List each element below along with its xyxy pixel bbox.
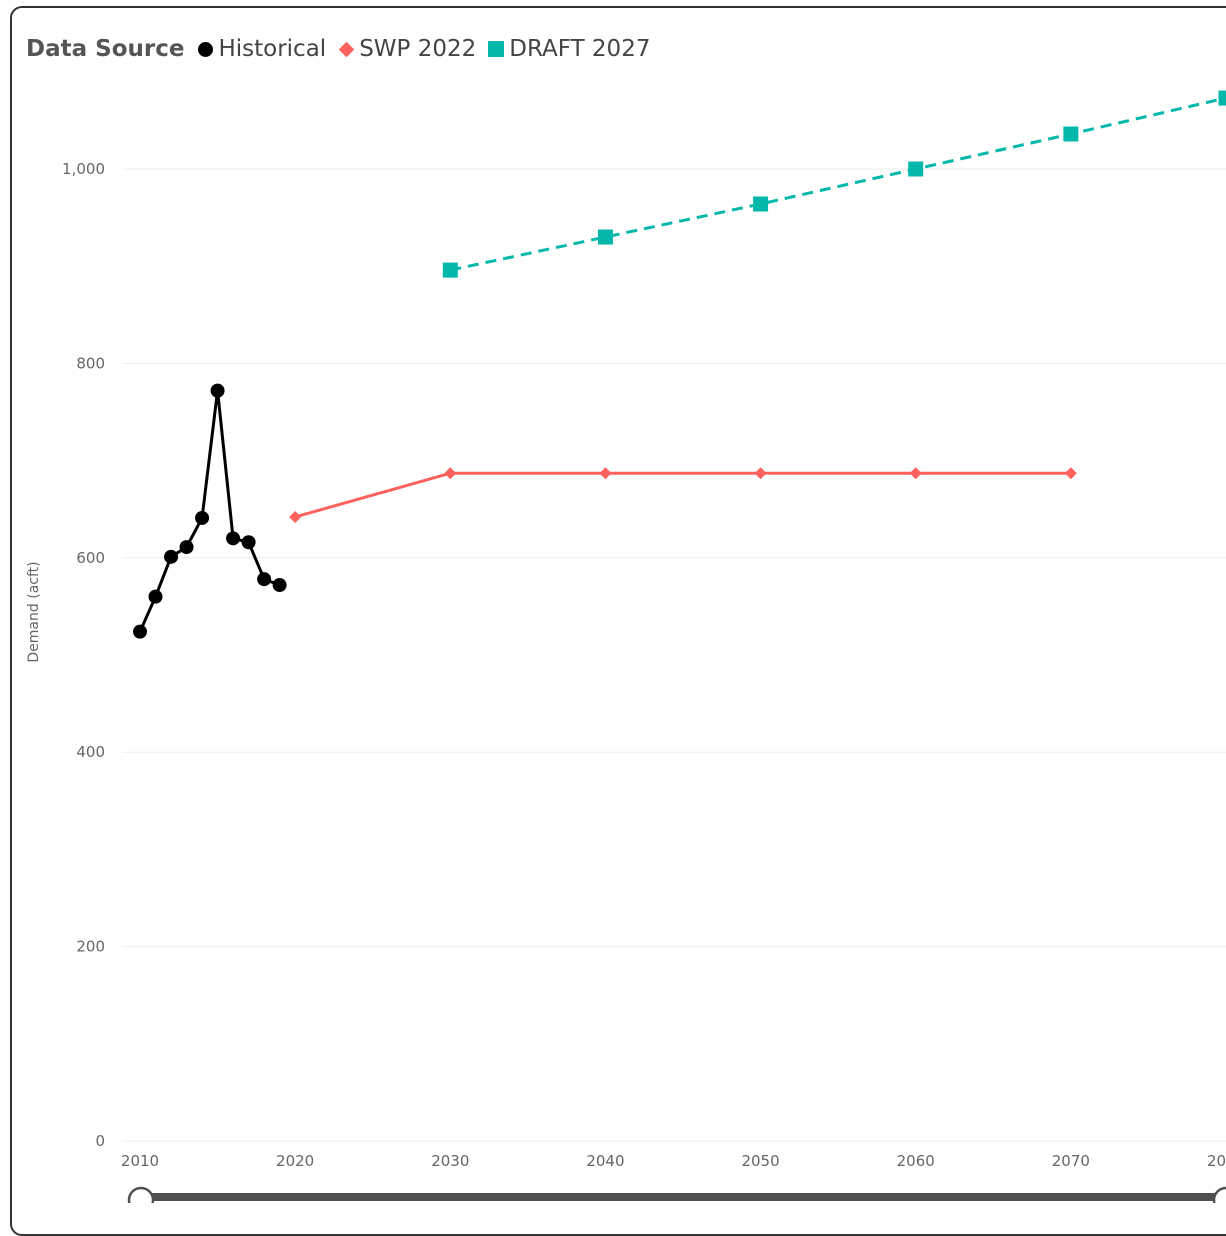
legend-label-swp-2022: SWP 2022: [359, 36, 476, 62]
x-tick-label: 2030: [431, 1152, 469, 1170]
data-point[interactable]: [443, 263, 458, 278]
data-point[interactable]: [908, 162, 923, 177]
y-tick-label: 1,000: [62, 160, 105, 178]
data-point[interactable]: [1219, 91, 1226, 106]
y-axis-title: Demand (acft): [26, 561, 42, 662]
range-slider-track[interactable]: [140, 1193, 1226, 1201]
legend-item-swp-2022[interactable]: SWP 2022: [338, 36, 476, 62]
legend-label-historical: Historical: [218, 36, 326, 62]
data-point[interactable]: [133, 625, 147, 639]
circle-marker-icon: [198, 42, 213, 57]
legend-title: Data Source: [26, 36, 184, 62]
data-point[interactable]: [289, 511, 301, 523]
data-point[interactable]: [910, 467, 922, 479]
data-point[interactable]: [242, 535, 256, 549]
y-tick-label: 800: [76, 354, 105, 372]
series-line-swp-2022: [295, 473, 1071, 517]
y-tick-label: 200: [76, 938, 105, 956]
range-slider-right-handle[interactable]: [1214, 1188, 1226, 1203]
gridlines: [122, 169, 1226, 1141]
range-slider-left-handle[interactable]: [129, 1188, 153, 1203]
data-point[interactable]: [599, 467, 611, 479]
series-layer: [133, 91, 1226, 639]
data-point[interactable]: [753, 196, 768, 211]
x-tick-label: 20: [1207, 1152, 1226, 1170]
x-tick-label: 2010: [121, 1152, 159, 1170]
chart-legend: Data Source Historical SWP 2022 DRAFT 20…: [26, 34, 662, 64]
data-point[interactable]: [226, 531, 240, 545]
data-point[interactable]: [211, 384, 225, 398]
x-axis-ticks: 2010 2020 2030 2040 2050 2060 2070 20: [121, 1152, 1226, 1170]
square-marker-icon: [488, 41, 504, 57]
series-swp-2022: [289, 467, 1077, 523]
legend-item-draft-2027[interactable]: DRAFT 2027: [488, 36, 650, 62]
x-tick-label: 2070: [1052, 1152, 1090, 1170]
data-point[interactable]: [149, 590, 163, 604]
legend-label-draft-2027: DRAFT 2027: [509, 36, 650, 62]
data-point[interactable]: [164, 550, 178, 564]
data-point[interactable]: [1065, 467, 1077, 479]
series-draft-2027: [443, 91, 1226, 278]
data-point[interactable]: [444, 467, 456, 479]
series-historical: [133, 384, 287, 639]
data-point[interactable]: [273, 578, 287, 592]
data-point[interactable]: [755, 467, 767, 479]
data-point[interactable]: [180, 540, 194, 554]
legend-item-historical[interactable]: Historical: [198, 36, 326, 62]
y-tick-label: 0: [95, 1132, 105, 1150]
data-point[interactable]: [598, 230, 613, 245]
x-tick-label: 2040: [586, 1152, 624, 1170]
x-tick-label: 2020: [276, 1152, 314, 1170]
x-tick-label: 2050: [741, 1152, 779, 1170]
x-tick-label: 2060: [897, 1152, 935, 1170]
range-slider[interactable]: [129, 1188, 1226, 1203]
y-axis-ticks: 0 200 400 600 800 1,000: [62, 160, 105, 1150]
data-point[interactable]: [1063, 127, 1078, 142]
y-tick-label: 400: [76, 743, 105, 761]
y-tick-label: 600: [76, 549, 105, 567]
data-point[interactable]: [257, 572, 271, 586]
data-point[interactable]: [195, 511, 209, 525]
diamond-marker-icon: [339, 41, 355, 57]
series-line-draft-2027: [450, 98, 1226, 270]
